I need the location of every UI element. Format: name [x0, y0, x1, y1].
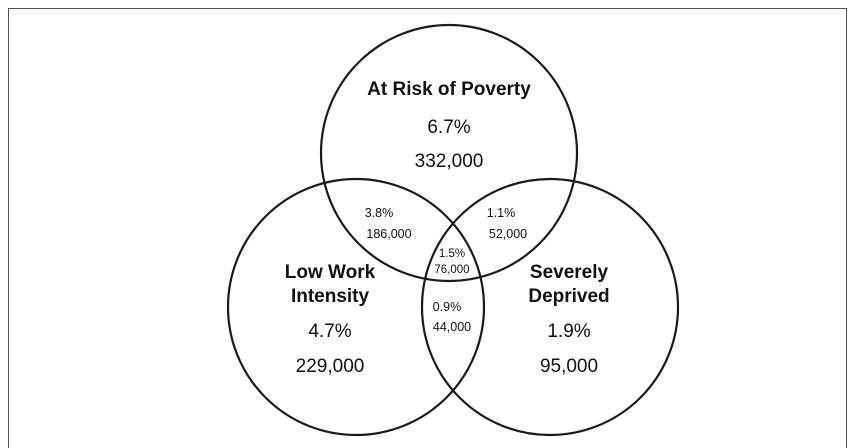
- work-label-line1: Low Work: [285, 262, 376, 283]
- poverty-count: 332,000: [415, 151, 484, 172]
- deprived-label-line1: Severely: [530, 262, 609, 283]
- deprived-percent: 1.9%: [547, 321, 590, 342]
- overlap-work-deprived-percent: 0.9%: [433, 300, 462, 314]
- deprived-count: 95,000: [540, 356, 598, 377]
- overlap-all-count: 76,000: [434, 264, 469, 276]
- poverty-percent: 6.7%: [427, 117, 470, 138]
- overlap-poverty-deprived-count: 52,000: [489, 227, 527, 241]
- work-circle: [226, 177, 486, 437]
- overlap-all-percent: 1.5%: [439, 248, 465, 260]
- overlap-poverty-work-percent: 3.8%: [365, 206, 394, 220]
- overlap-work-deprived-count: 44,000: [433, 320, 471, 334]
- deprived-label-line2: Deprived: [528, 286, 609, 307]
- poverty-label: At Risk of Poverty: [367, 79, 531, 100]
- deprived-circle: [420, 177, 680, 437]
- overlap-poverty-deprived-percent: 1.1%: [487, 206, 516, 220]
- poverty-circle: [319, 23, 579, 283]
- work-percent: 4.7%: [308, 321, 351, 342]
- work-count: 229,000: [296, 356, 365, 377]
- figure-frame: [8, 8, 847, 448]
- work-label-line2: Intensity: [291, 286, 370, 307]
- overlap-poverty-work-count: 186,000: [366, 227, 411, 241]
